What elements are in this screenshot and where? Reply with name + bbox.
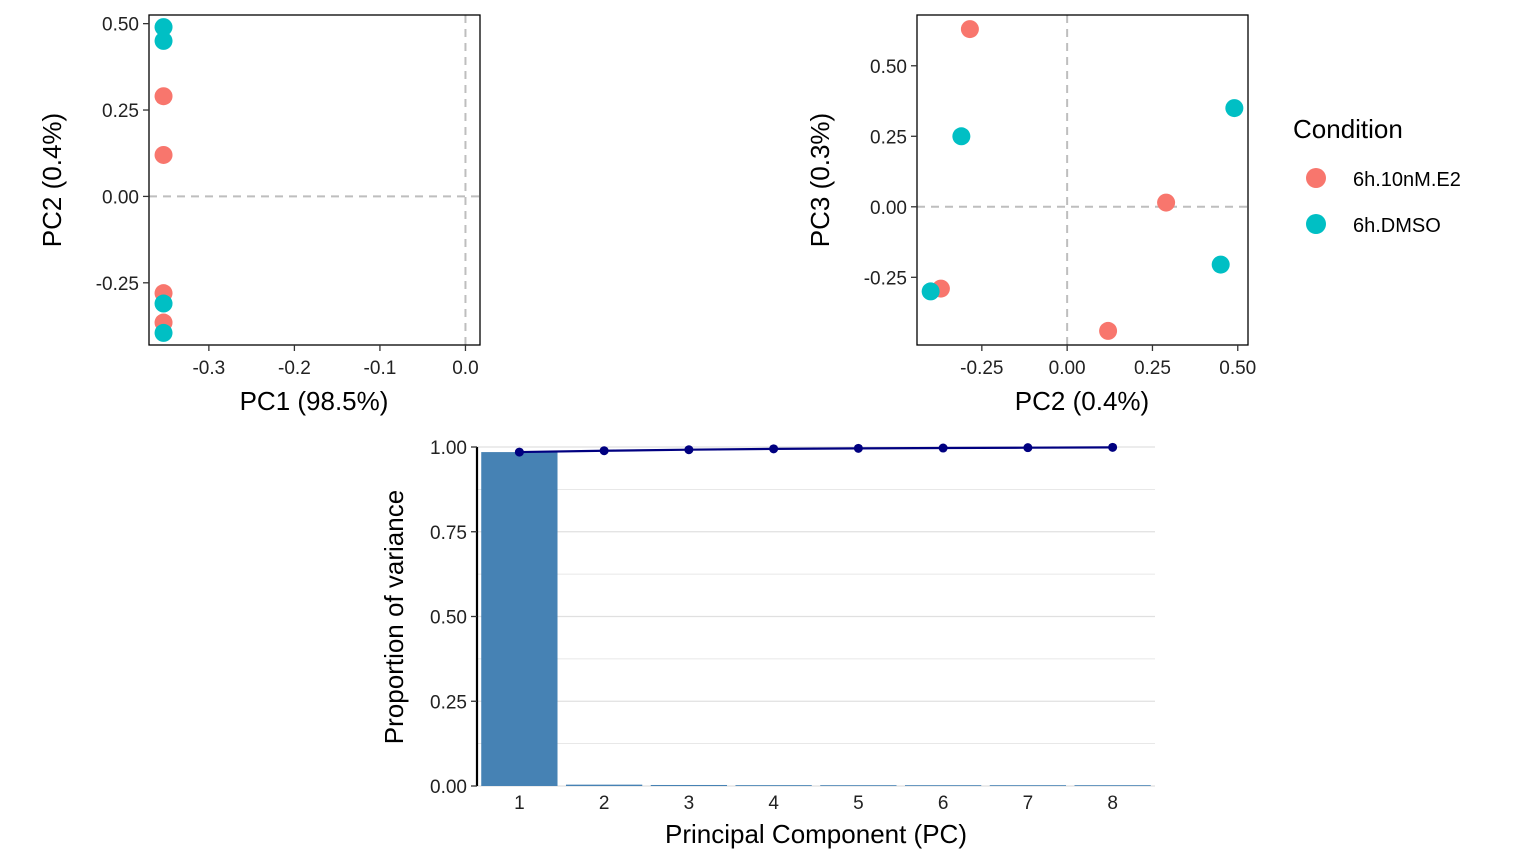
variance-bar (481, 452, 558, 786)
data-point (1099, 321, 1118, 340)
data-point (1225, 99, 1244, 118)
condition-legend: Condition 6h.10nM.E2 6h.DMSO (1293, 114, 1461, 237)
cumulative-variance-point (599, 446, 609, 456)
y-tick-label: 0.50 (430, 608, 467, 629)
x-tick-label: 0.25 (1134, 358, 1171, 379)
y-axis-title: Proportion of variance (379, 490, 409, 744)
y-tick-label: 0.50 (870, 57, 907, 78)
variance-bar (565, 784, 643, 786)
y-tick-label: 0.00 (870, 198, 907, 219)
y-axis-title: PC2 (0.4%) (37, 113, 67, 247)
y-tick-label: -0.25 (864, 268, 907, 289)
x-tick-label: 8 (1107, 793, 1118, 814)
x-tick-label: 0.50 (1219, 358, 1256, 379)
data-point (154, 31, 173, 50)
pc1-pc2-scatter-plot: -0.3 -0.2 -0.1 0.0 -0.25 0.00 0.25 0.50 PC1 (98.… (37, 14, 481, 416)
panel-border (916, 14, 1249, 346)
x-tick-label: 3 (684, 793, 695, 814)
x-tick-label: -0.1 (364, 358, 397, 379)
variance-bar (820, 785, 897, 786)
panel-border (148, 14, 481, 346)
x-tick-label: 2 (599, 793, 610, 814)
variance-bar (735, 785, 812, 786)
y-axis-title: PC3 (0.3%) (805, 113, 835, 247)
y-tick-label: 0.25 (430, 692, 467, 713)
data-point (1211, 255, 1230, 274)
y-tick-label: 0.25 (870, 127, 907, 148)
data-point (952, 127, 971, 146)
cumulative-variance-point (1108, 442, 1118, 452)
y-tick-label: -0.25 (96, 274, 139, 295)
cumulative-variance-line (519, 446, 1113, 454)
variance-bar-plot: 0.00 0.25 0.50 0.75 1.00 1 2 3 4 5 6 7 8 Principal Co… (379, 438, 1155, 849)
cumulative-variance-point (938, 443, 948, 453)
y-tick-label: 0.25 (102, 101, 139, 122)
variance-bar (1074, 785, 1151, 786)
x-tick-label: 6 (938, 793, 949, 814)
x-tick-label: 5 (853, 793, 864, 814)
x-tick-label: 0.0 (452, 358, 478, 379)
legend-swatch-dmso (1306, 214, 1326, 234)
y-tick-label: 0.00 (430, 777, 467, 798)
x-tick-label: 4 (768, 793, 779, 814)
x-axis-title: PC1 (98.5%) (240, 386, 389, 416)
y-tick-label: 0.00 (102, 187, 139, 208)
variance-bar (989, 785, 1067, 786)
x-tick-label: -0.25 (960, 358, 1003, 379)
y-tick-label: 0.50 (102, 15, 139, 36)
cumulative-variance-point (853, 443, 863, 453)
data-point (154, 323, 173, 342)
x-tick-label: 1 (514, 793, 525, 814)
cumulative-variance-point (684, 445, 694, 455)
pc2-pc3-scatter-plot: -0.25 0.00 0.25 0.50 -0.25 0.00 0.25 0.50 PC2 (0… (805, 14, 1256, 416)
legend-swatch-e2 (1306, 168, 1326, 188)
legend-title: Condition (1293, 114, 1403, 144)
y-tick-label: 0.75 (430, 523, 467, 544)
cumulative-variance-point (1023, 443, 1033, 453)
data-point (154, 87, 173, 106)
cumulative-variance-point (514, 447, 524, 457)
y-tick-label: 1.00 (430, 438, 467, 459)
cumulative-variance-point (769, 444, 779, 454)
x-axis-title: PC2 (0.4%) (1015, 386, 1149, 416)
data-point (1157, 193, 1176, 212)
x-tick-label: 7 (1023, 793, 1034, 814)
x-tick-label: -0.2 (278, 358, 311, 379)
data-point (921, 282, 940, 301)
data-point (154, 145, 173, 164)
data-point (154, 294, 173, 313)
x-tick-label: -0.3 (192, 358, 225, 379)
legend-label-e2: 6h.10nM.E2 (1353, 169, 1461, 191)
legend-label-dmso: 6h.DMSO (1353, 215, 1441, 237)
x-tick-label: 0.00 (1049, 358, 1086, 379)
data-point (960, 20, 979, 39)
data-point (154, 18, 173, 37)
variance-bar (904, 785, 982, 786)
x-axis-title: Principal Component (PC) (665, 819, 967, 849)
variance-bar (650, 784, 728, 786)
